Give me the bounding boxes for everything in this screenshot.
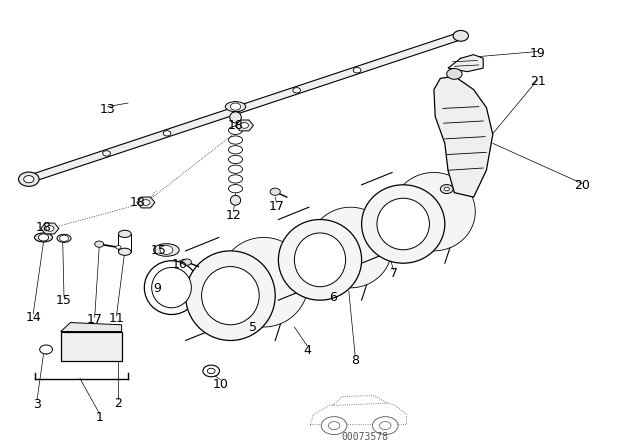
Ellipse shape xyxy=(278,220,362,300)
Ellipse shape xyxy=(118,248,131,255)
Circle shape xyxy=(95,241,104,247)
Ellipse shape xyxy=(57,234,71,242)
Ellipse shape xyxy=(228,136,243,144)
Ellipse shape xyxy=(154,244,179,256)
Text: 18: 18 xyxy=(36,221,51,234)
Ellipse shape xyxy=(228,146,243,154)
Text: 18: 18 xyxy=(228,119,243,132)
Polygon shape xyxy=(61,323,122,332)
Circle shape xyxy=(207,368,215,374)
Polygon shape xyxy=(41,223,59,234)
Polygon shape xyxy=(310,400,406,425)
Circle shape xyxy=(293,88,301,93)
Circle shape xyxy=(46,226,54,231)
Text: 12: 12 xyxy=(226,208,241,222)
Ellipse shape xyxy=(228,165,243,173)
Text: 13: 13 xyxy=(100,103,115,116)
Circle shape xyxy=(241,123,248,128)
Text: 4: 4 xyxy=(303,344,311,357)
Circle shape xyxy=(203,365,220,377)
Ellipse shape xyxy=(294,233,346,287)
Text: 1: 1 xyxy=(95,411,103,424)
Ellipse shape xyxy=(230,195,241,205)
Circle shape xyxy=(380,422,391,430)
Ellipse shape xyxy=(377,198,429,250)
Circle shape xyxy=(328,422,340,430)
Text: 9: 9 xyxy=(153,282,161,296)
Ellipse shape xyxy=(225,102,246,112)
Circle shape xyxy=(142,200,150,205)
Ellipse shape xyxy=(230,112,241,123)
Polygon shape xyxy=(333,396,387,405)
Bar xyxy=(61,332,122,361)
Text: 20: 20 xyxy=(575,179,590,193)
Ellipse shape xyxy=(202,267,259,325)
Text: 8: 8 xyxy=(351,354,359,367)
Text: 14: 14 xyxy=(26,310,41,324)
Text: 3: 3 xyxy=(33,397,41,411)
Ellipse shape xyxy=(118,230,131,237)
Circle shape xyxy=(321,417,347,435)
Text: 5: 5 xyxy=(249,320,257,334)
Text: 21: 21 xyxy=(530,75,545,88)
Circle shape xyxy=(116,246,121,249)
Ellipse shape xyxy=(186,251,275,340)
Circle shape xyxy=(232,108,240,113)
Polygon shape xyxy=(137,197,155,208)
Circle shape xyxy=(102,151,110,156)
Ellipse shape xyxy=(219,237,308,327)
Circle shape xyxy=(38,234,49,241)
Text: 00073578: 00073578 xyxy=(341,432,388,442)
Circle shape xyxy=(182,259,191,265)
Ellipse shape xyxy=(392,172,476,251)
Text: 2: 2 xyxy=(115,396,122,410)
Ellipse shape xyxy=(228,185,243,193)
Text: 17: 17 xyxy=(87,313,102,327)
Circle shape xyxy=(230,103,241,110)
Text: 18: 18 xyxy=(130,196,145,209)
Circle shape xyxy=(60,235,68,241)
Circle shape xyxy=(372,417,398,435)
Text: 15: 15 xyxy=(151,244,166,258)
Polygon shape xyxy=(236,120,253,131)
Circle shape xyxy=(40,345,52,354)
Ellipse shape xyxy=(228,155,243,164)
Circle shape xyxy=(270,188,280,195)
Polygon shape xyxy=(434,76,493,197)
Text: 19: 19 xyxy=(530,47,545,60)
Circle shape xyxy=(160,246,173,254)
Circle shape xyxy=(440,185,453,194)
Circle shape xyxy=(163,131,171,136)
Ellipse shape xyxy=(362,185,445,263)
Text: 6: 6 xyxy=(329,291,337,305)
Polygon shape xyxy=(27,33,463,182)
Circle shape xyxy=(24,176,34,183)
Ellipse shape xyxy=(145,261,199,314)
Text: 7: 7 xyxy=(390,267,397,280)
Circle shape xyxy=(353,68,361,73)
Circle shape xyxy=(453,30,468,41)
Circle shape xyxy=(19,172,39,186)
Text: 15: 15 xyxy=(56,293,72,307)
Text: 17: 17 xyxy=(269,199,284,213)
Ellipse shape xyxy=(228,126,243,134)
Text: 10: 10 xyxy=(213,378,228,391)
Text: 16: 16 xyxy=(172,258,187,271)
Ellipse shape xyxy=(152,267,191,308)
Ellipse shape xyxy=(228,175,243,183)
Ellipse shape xyxy=(309,207,392,288)
Ellipse shape xyxy=(35,233,52,242)
Circle shape xyxy=(444,187,449,191)
Polygon shape xyxy=(448,55,483,72)
Text: 11: 11 xyxy=(109,312,124,326)
Circle shape xyxy=(447,69,462,79)
